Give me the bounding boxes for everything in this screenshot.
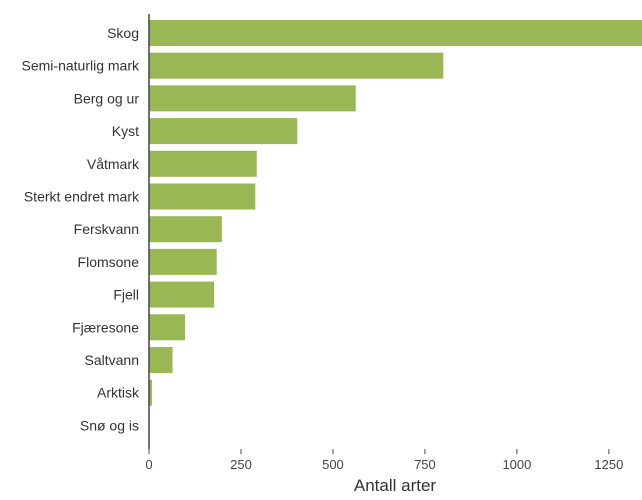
category-label: Fjæresone (72, 319, 139, 335)
bar-9 (149, 314, 186, 341)
category-label: Flomsone (78, 254, 140, 270)
category-label: Saltvann (85, 352, 139, 368)
category-label: Semi-naturlig mark (22, 58, 140, 74)
x-axis-ticks: 0 250 500 750 1000 1250 (145, 449, 623, 472)
category-label: Ferskvann (74, 221, 139, 237)
bar-8 (149, 281, 215, 308)
x-tick-label: 750 (414, 457, 436, 472)
category-label: Fjell (113, 287, 139, 303)
bars-group (149, 20, 642, 406)
bar-5 (149, 183, 256, 210)
bar-11 (149, 379, 152, 406)
bar-0 (149, 20, 642, 46)
bar-1 (149, 52, 444, 79)
category-labels: Skog Semi-naturlig mark Berg og ur Kyst Våtm… (22, 25, 140, 433)
bar-7 (149, 248, 217, 275)
category-label: Våtmark (87, 156, 140, 172)
bar-6 (149, 216, 222, 243)
category-label: Snø og is (80, 417, 139, 433)
bar-2 (149, 85, 356, 112)
x-tick-label: 0 (145, 457, 152, 472)
bar-10 (149, 347, 173, 373)
category-label: Sterkt endret mark (24, 189, 140, 205)
x-axis-title: Antall arter (354, 476, 437, 495)
bar-4 (149, 150, 257, 177)
category-label: Berg og ur (74, 90, 140, 106)
category-label: Skog (107, 25, 139, 41)
bar-3 (149, 118, 298, 145)
x-tick-label: 500 (322, 457, 344, 472)
category-label: Kyst (112, 123, 139, 139)
x-tick-label: 250 (230, 457, 252, 472)
x-tick-label: 1000 (502, 457, 531, 472)
x-tick-label: 1250 (594, 457, 623, 472)
category-label: Arktisk (97, 385, 140, 401)
